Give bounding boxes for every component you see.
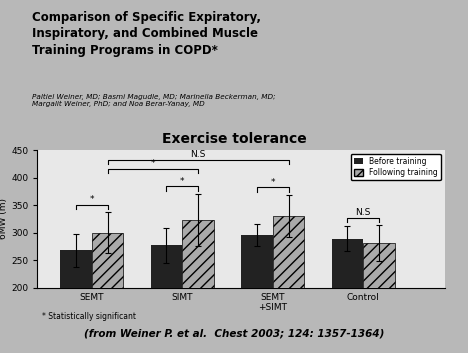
- Legend: Before training, Following training: Before training, Following training: [351, 154, 441, 180]
- Bar: [241, 235, 273, 353]
- Text: (from Weiner P. et al.  Chest 2003; 124: 1357-1364): (from Weiner P. et al. Chest 2003; 124: …: [84, 329, 384, 339]
- Bar: [273, 216, 304, 353]
- Text: *: *: [271, 178, 275, 187]
- Text: *: *: [180, 177, 184, 186]
- Bar: [92, 233, 124, 353]
- Text: Comparison of Specific Expiratory,
Inspiratory, and Combined Muscle
Training Pro: Comparison of Specific Expiratory, Inspi…: [32, 11, 261, 57]
- Bar: [60, 250, 92, 353]
- Text: Exercise tolerance: Exercise tolerance: [161, 132, 307, 145]
- Text: N.S: N.S: [190, 150, 206, 160]
- Bar: [182, 220, 214, 353]
- Bar: [331, 239, 363, 353]
- Text: N.S: N.S: [356, 208, 371, 217]
- Text: * Statistically significant: * Statistically significant: [42, 312, 136, 322]
- Y-axis label: 6MW (m): 6MW (m): [0, 198, 8, 239]
- Text: *: *: [89, 195, 94, 204]
- Text: *: *: [151, 159, 155, 168]
- Text: Paltiel Weiner, MD; Basmi Magudle, MD; Marinella Beckerman, MD;
Margalit Weiner,: Paltiel Weiner, MD; Basmi Magudle, MD; M…: [32, 94, 275, 107]
- Bar: [151, 245, 182, 353]
- Bar: [363, 243, 395, 353]
